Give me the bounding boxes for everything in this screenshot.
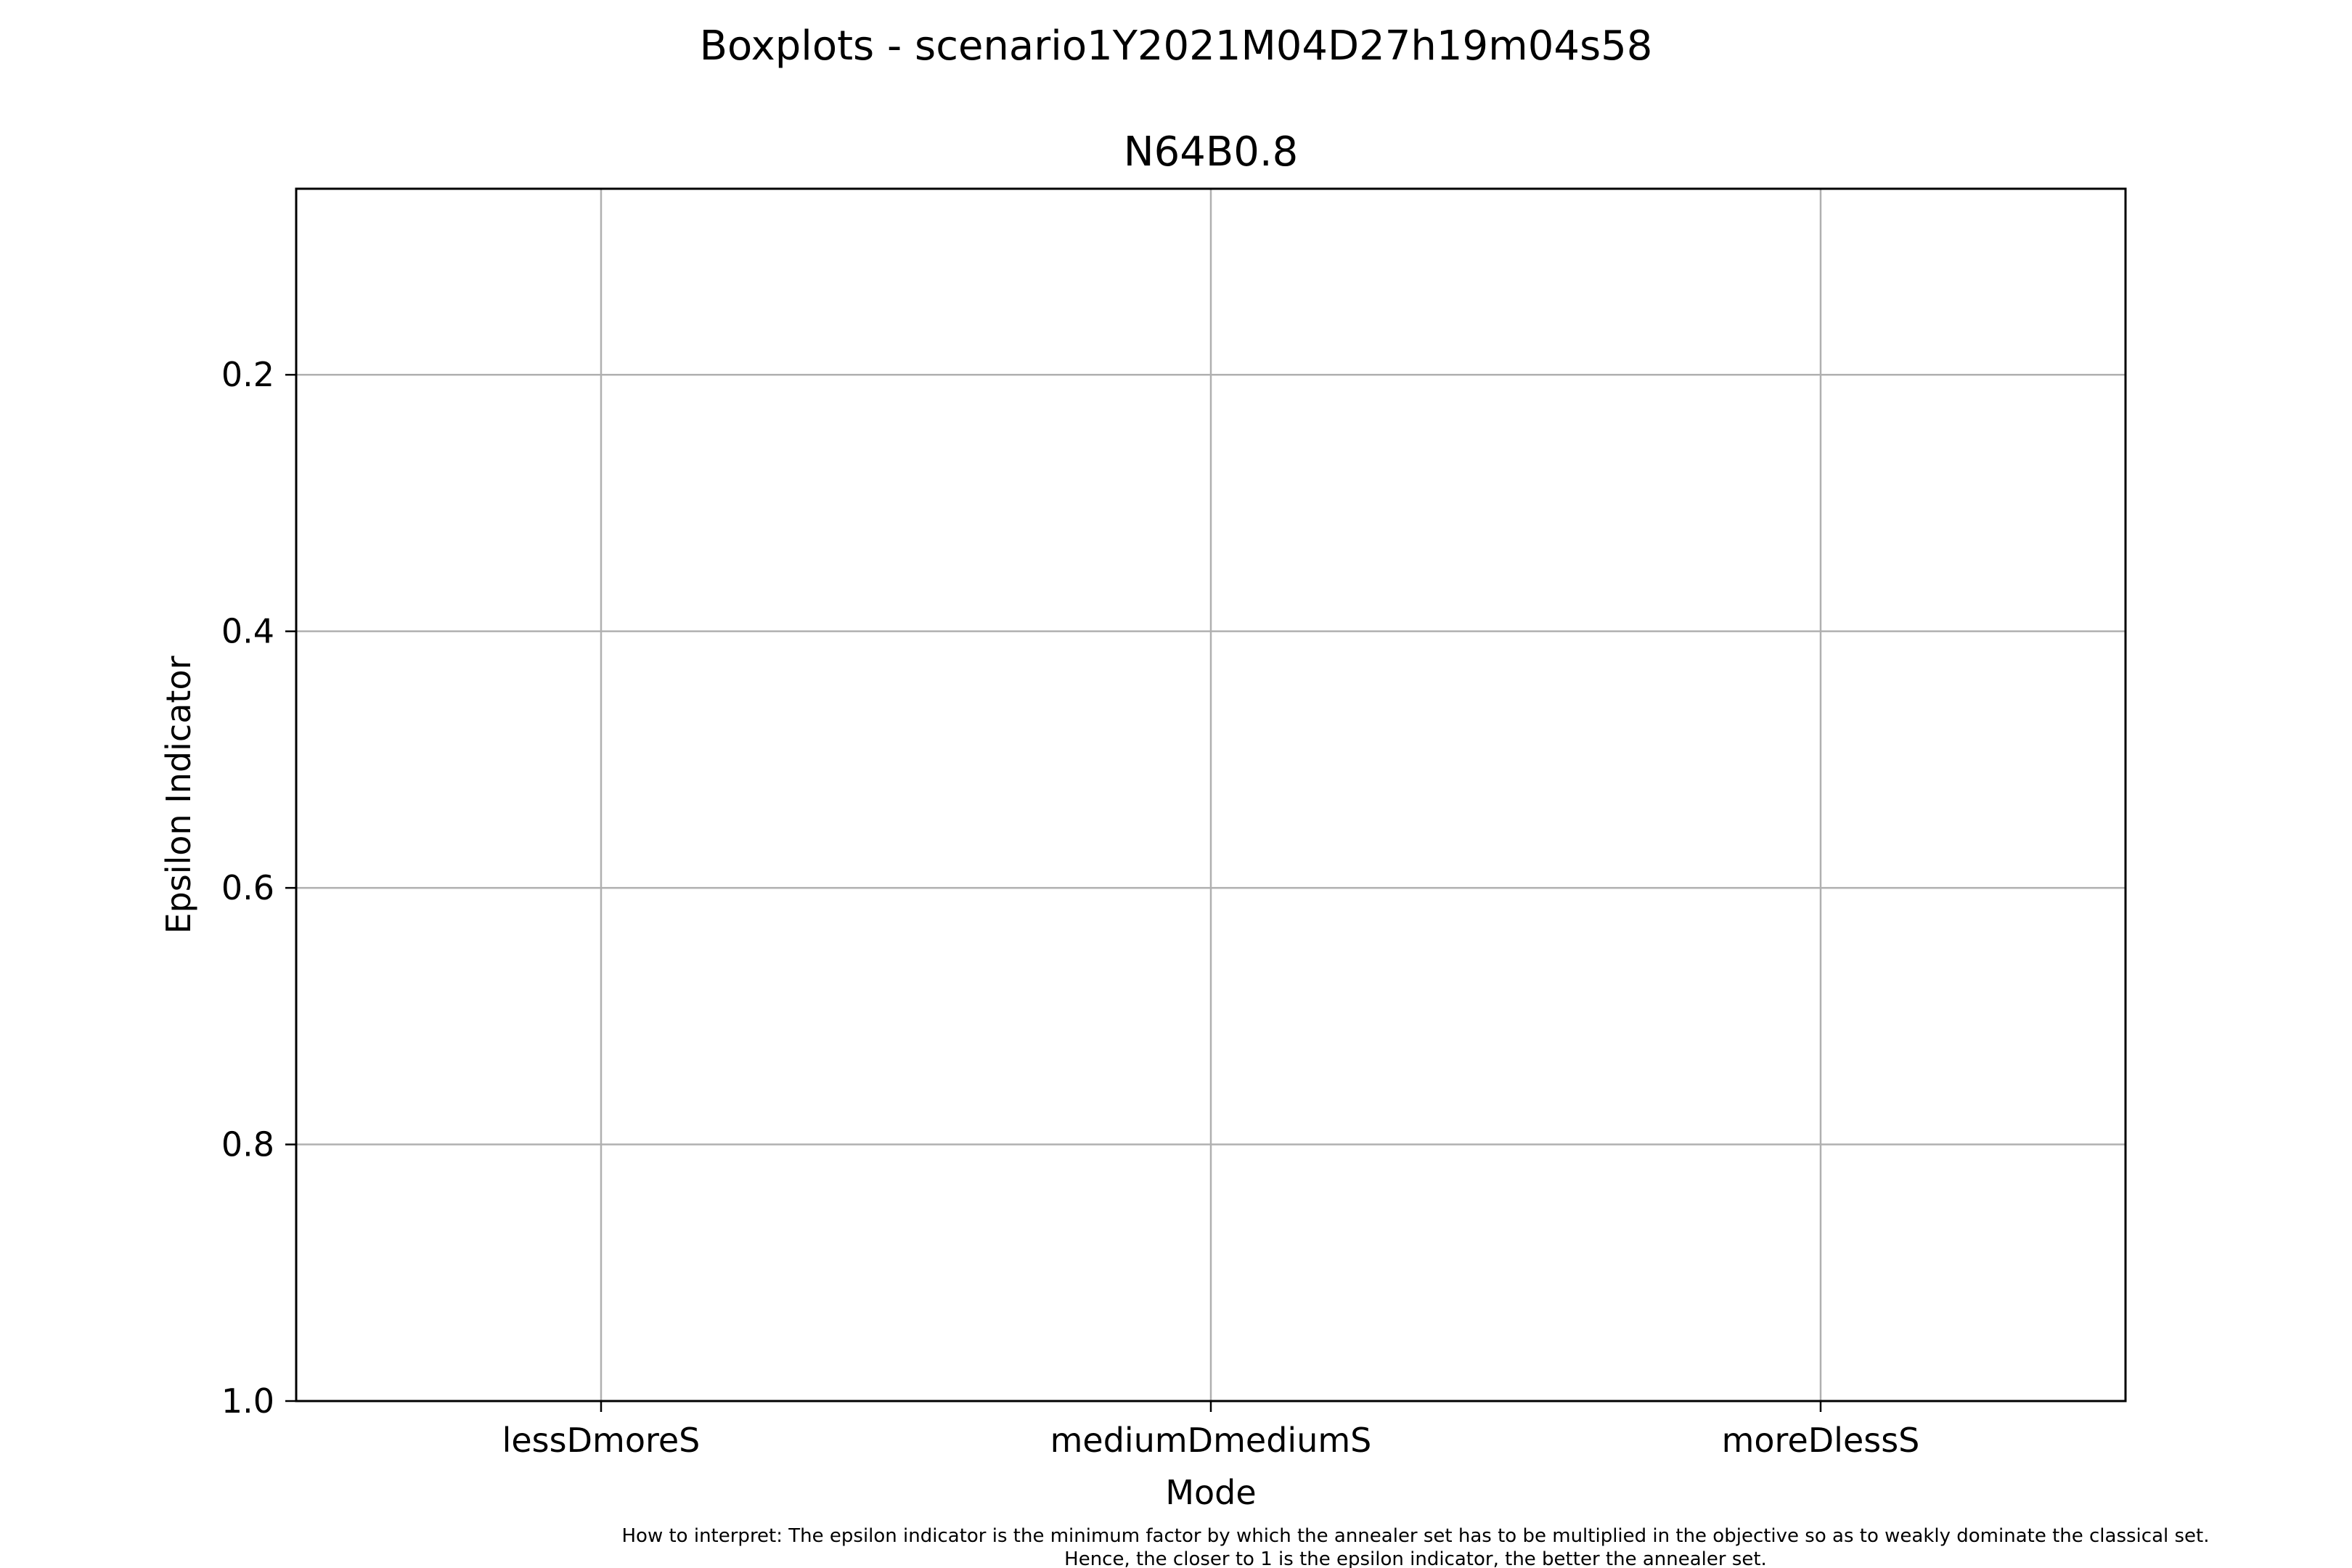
y-tick-label: 0.2 (221, 355, 274, 394)
grid-lines (296, 189, 2126, 1402)
y-tick-labels: 0.2 0.4 0.6 0.8 1.0 (221, 355, 274, 1421)
x-axis-label: Mode (1165, 1473, 1256, 1512)
x-tick-label: lessDmoreS (502, 1421, 701, 1460)
axis-ticks (285, 373, 1822, 1412)
y-tick-label: 0.6 (221, 868, 274, 907)
y-axis-label: Epsilon Indicator (159, 656, 198, 934)
y-tick-label: 1.0 (221, 1381, 274, 1421)
figure-suptitle: Boxplots - scenario1Y2021M04D27h19m04s58 (700, 23, 1653, 70)
y-tick-label: 0.4 (221, 612, 274, 651)
plot-area-frame (295, 187, 2127, 1402)
footnote-line-2: Hence, the closer to 1 is the epsilon in… (1064, 1548, 1767, 1568)
footnote-line-1: How to interpret: The epsilon indicator … (622, 1525, 2210, 1547)
x-tick-labels: lessDmoreS mediumDmediumS moreDlessS (502, 1421, 1920, 1460)
chart-title: N64B0.8 (1124, 128, 1299, 176)
x-tick-label: mediumDmediumS (1050, 1421, 1372, 1460)
y-tick-label: 0.8 (221, 1125, 274, 1164)
x-tick-label: moreDlessS (1722, 1421, 1920, 1460)
